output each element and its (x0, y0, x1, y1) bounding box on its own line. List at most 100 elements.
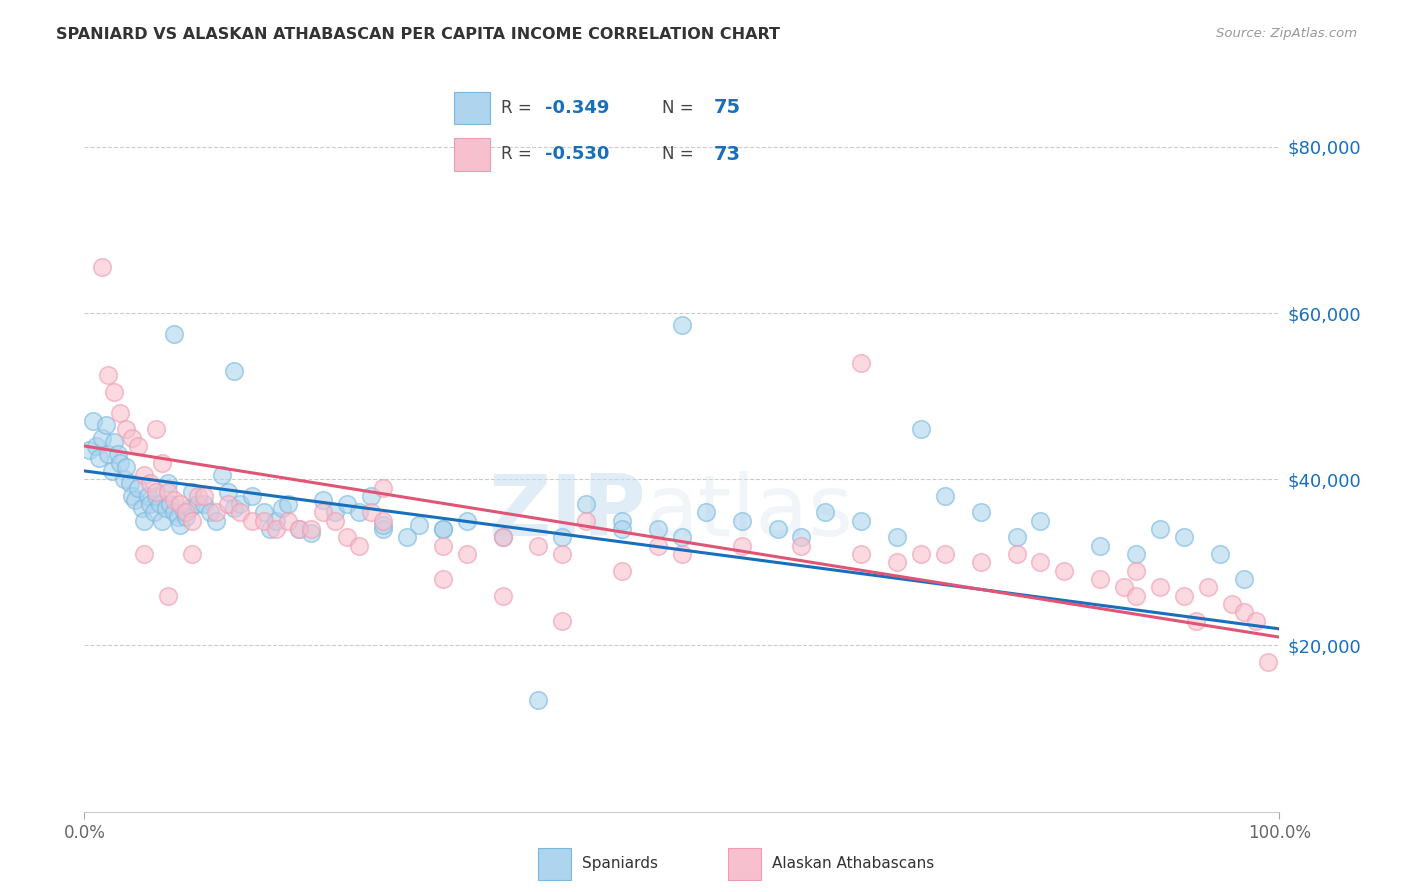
Point (671, 530, 693, 544)
Point (432, 539, 454, 553)
Point (312, 506, 335, 520)
Point (970, 555, 993, 569)
Point (181, 484, 204, 499)
Point (1220, 597, 1243, 611)
Point (132, 547, 156, 561)
Point (229, 497, 252, 511)
Point (127, 481, 149, 495)
Point (222, 364, 245, 378)
Point (181, 514, 204, 528)
Point (103, 384, 125, 399)
Point (1125, 564, 1147, 578)
Point (115, 459, 138, 474)
Point (551, 614, 574, 628)
Point (91, 260, 114, 275)
Point (150, 514, 173, 528)
Point (112, 472, 135, 486)
Point (851, 356, 873, 370)
Point (132, 468, 156, 483)
Point (139, 497, 162, 511)
Point (264, 522, 287, 536)
Point (229, 506, 252, 520)
Point (240, 514, 263, 528)
Point (695, 506, 717, 520)
Point (288, 522, 311, 536)
Point (312, 493, 335, 508)
Point (198, 506, 221, 520)
Point (456, 514, 478, 528)
Point (87, 451, 110, 466)
Point (910, 422, 932, 436)
Point (103, 434, 125, 449)
Point (671, 547, 693, 561)
Point (169, 518, 191, 533)
Point (1197, 580, 1219, 594)
Point (551, 530, 574, 544)
Point (349, 539, 371, 553)
Point (163, 493, 186, 508)
Point (150, 456, 173, 470)
Point (336, 497, 359, 511)
Point (193, 497, 215, 511)
Point (94, 418, 117, 433)
Text: Alaskan Athabascans: Alaskan Athabascans (772, 855, 934, 871)
Point (124, 493, 146, 508)
Point (277, 497, 299, 511)
Point (107, 447, 129, 461)
Text: -0.530: -0.530 (546, 145, 610, 163)
Point (155, 501, 177, 516)
Point (766, 522, 789, 536)
Text: atlas: atlas (647, 471, 853, 554)
Bar (454, 137, 491, 170)
Point (145, 489, 167, 503)
Point (432, 522, 454, 536)
Point (1053, 564, 1076, 578)
Point (270, 501, 292, 516)
Point (193, 489, 215, 503)
Point (336, 530, 359, 544)
Point (288, 522, 311, 536)
Point (91, 431, 114, 445)
Point (527, 539, 550, 553)
Point (851, 547, 873, 561)
Point (731, 539, 754, 553)
Point (240, 489, 263, 503)
Point (1090, 572, 1112, 586)
Point (349, 506, 371, 520)
Point (671, 318, 693, 333)
Point (1233, 572, 1256, 586)
Point (118, 476, 141, 491)
Point (373, 514, 395, 528)
Text: Source: ZipAtlas.com: Source: ZipAtlas.com (1216, 27, 1357, 40)
Point (157, 484, 180, 499)
Point (396, 530, 419, 544)
Point (97, 368, 120, 383)
Point (1209, 547, 1232, 561)
Point (86, 439, 108, 453)
Point (145, 484, 167, 499)
Point (432, 572, 454, 586)
Point (77, 443, 100, 458)
Point (790, 530, 813, 544)
Point (136, 489, 159, 503)
Point (157, 476, 180, 491)
Point (205, 506, 228, 520)
Point (211, 468, 233, 483)
Point (373, 522, 395, 536)
Point (1185, 614, 1208, 628)
Text: SPANIARD VS ALASKAN ATHABASCAN PER CAPITA INCOME CORRELATION CHART: SPANIARD VS ALASKAN ATHABASCAN PER CAPIT… (56, 27, 780, 42)
Point (82, 414, 104, 428)
Point (142, 506, 165, 520)
Point (360, 506, 382, 520)
Text: N =: N = (662, 99, 699, 117)
Point (934, 547, 956, 561)
Point (1173, 589, 1195, 603)
Point (174, 506, 197, 520)
Point (166, 509, 188, 524)
Point (1029, 514, 1052, 528)
Point (163, 326, 186, 341)
Point (1005, 547, 1028, 561)
Point (551, 547, 574, 561)
Point (301, 522, 323, 536)
Point (264, 514, 287, 528)
